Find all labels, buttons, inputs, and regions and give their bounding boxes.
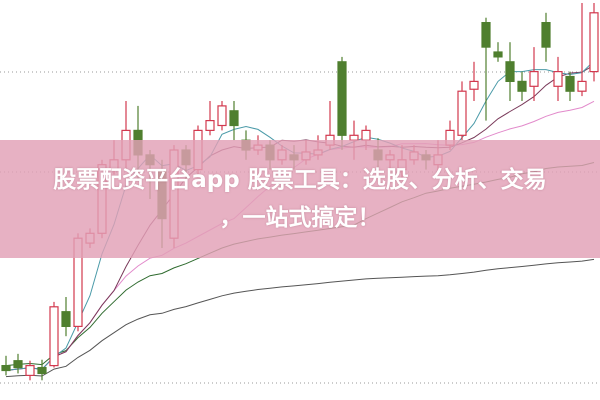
candle-down bbox=[13, 360, 23, 369]
candle-up bbox=[25, 365, 35, 377]
candle-up bbox=[361, 129, 371, 141]
candle-down bbox=[493, 51, 503, 58]
candle-down bbox=[481, 22, 491, 48]
candle-up bbox=[457, 90, 467, 136]
candle-down bbox=[541, 22, 551, 48]
ma60-line bbox=[5, 258, 595, 378]
candle-down bbox=[505, 61, 515, 82]
candle-up bbox=[205, 119, 215, 131]
candle-down bbox=[37, 366, 47, 375]
candle-down bbox=[1, 365, 11, 372]
candle-down bbox=[517, 80, 527, 92]
candle-up bbox=[469, 80, 479, 90]
candle-up bbox=[49, 306, 59, 367]
candle-down bbox=[229, 110, 239, 127]
candle-down bbox=[337, 61, 347, 136]
candle-up bbox=[217, 105, 227, 127]
candle-up bbox=[529, 70, 539, 87]
title-banner: 股票配资平台app 股票工具：选股、分析、交易 ，一站式搞定！ bbox=[0, 140, 600, 258]
candle-down bbox=[61, 311, 71, 328]
candle-up bbox=[553, 70, 563, 87]
banner-title-line2: ，一站式搞定！ bbox=[219, 205, 381, 231]
candle-up bbox=[577, 80, 587, 92]
candle-up bbox=[589, 12, 599, 73]
candle-down bbox=[565, 75, 575, 92]
banner-title-line1: 股票配资平台app 股票工具：选股、分析、交易 bbox=[53, 167, 547, 193]
